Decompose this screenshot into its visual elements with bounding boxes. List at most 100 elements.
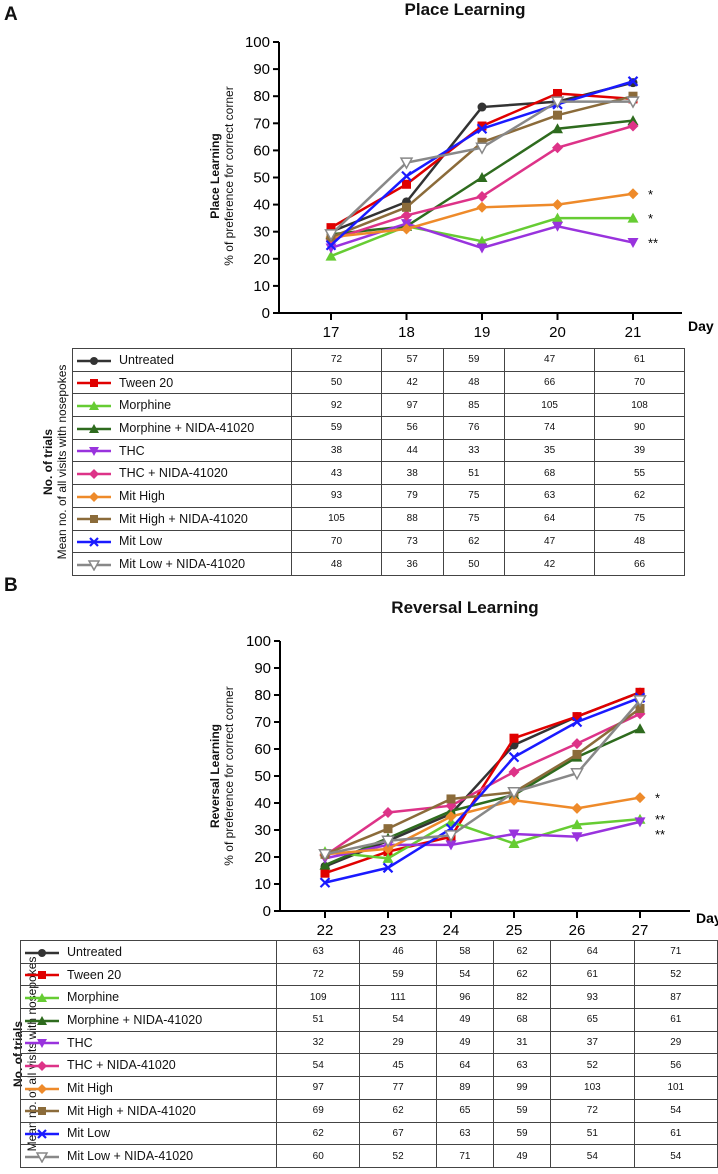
legend-marker (37, 992, 47, 1002)
legend-swatch-icon (25, 971, 59, 980)
table-cell: 51 (442, 461, 506, 486)
data-point (627, 76, 639, 87)
legend-label: Mit Low + NIDA-41020 (119, 557, 246, 572)
y-tick-label: 90 (254, 660, 271, 677)
table-row: THC + NIDA-41020 54 45 64 63 52 56 (20, 1053, 718, 1078)
table-row: Morphine 109 111 96 82 93 87 (20, 985, 718, 1010)
legend-marker (37, 1083, 47, 1094)
table-cell: 72 (550, 1098, 635, 1123)
legend-entry: THC (20, 1030, 277, 1055)
table-cell: 76 (442, 416, 506, 440)
table-cell: 59 (492, 1121, 552, 1146)
data-point (571, 738, 583, 750)
y-tick-label: 60 (254, 741, 271, 758)
table-cell: 67 (359, 1121, 437, 1146)
data-point (508, 766, 520, 778)
y-axis-label-sub-b: % of preference for correct corner (222, 686, 236, 866)
y-tick-label: 0 (262, 305, 270, 322)
table-cell: 48 (442, 370, 506, 395)
table-cell: 43 (291, 461, 382, 486)
table-cell: 79 (380, 484, 444, 508)
data-point (477, 102, 487, 112)
legend-label: Morphine + NIDA-41020 (119, 420, 255, 435)
y-tick-label: 80 (253, 88, 270, 105)
data-point (382, 862, 394, 874)
data-point (444, 830, 458, 843)
legend-label: THC + NIDA-41020 (67, 1058, 176, 1073)
table-cell: 72 (275, 962, 361, 987)
legend-marker (89, 400, 99, 410)
series-line (324, 796, 641, 856)
table-cell: 105 (504, 393, 596, 418)
legend-label: Mit High (67, 1080, 113, 1095)
table-cell: 35 (504, 438, 596, 463)
table-row: Mit Low 70 73 62 47 48 (72, 529, 685, 554)
data-point (382, 806, 394, 818)
legend-entry: Mit High (20, 1076, 277, 1100)
table-cell: 97 (380, 393, 444, 418)
y-tick-label: 50 (253, 170, 270, 187)
y-axis-label-b: Reversal Learning % of preference for co… (208, 666, 236, 886)
table-row: Tween 20 50 42 48 66 70 (72, 370, 685, 395)
legend-swatch-icon (77, 468, 111, 479)
table-cell: 39 (594, 438, 685, 463)
data-point (634, 817, 646, 828)
chart-title-b: Reversal Learning (391, 598, 539, 617)
table-cell: 70 (291, 529, 382, 554)
table-cell: 33 (442, 438, 506, 463)
legend-swatch-icon (25, 1151, 59, 1164)
series-line (330, 94, 634, 239)
x-tick-label: 19 (474, 324, 491, 341)
y-tick-label: 30 (254, 822, 271, 839)
data-point (627, 115, 639, 126)
table-cell: 96 (435, 985, 494, 1010)
table-cell: 66 (594, 552, 685, 576)
table-row: THC 32 29 49 31 37 29 (20, 1030, 718, 1055)
legend-label: Mit High + NIDA-41020 (67, 1103, 196, 1118)
data-point (627, 120, 639, 132)
legend-entry: Mit Low (72, 529, 292, 554)
y-tick-label: 40 (254, 795, 271, 812)
table-cell: 38 (380, 461, 444, 486)
table-row: Tween 20 72 59 54 62 61 52 (20, 962, 718, 987)
legend-entry: Morphine (20, 985, 277, 1010)
x-tick-label: 17 (323, 324, 340, 341)
table-row: THC + NIDA-41020 43 38 51 68 55 (72, 461, 685, 486)
legend-label: THC + NIDA-41020 (119, 466, 228, 481)
data-point (319, 877, 331, 888)
data-point (383, 824, 393, 834)
x-tick-label: 23 (380, 922, 397, 939)
table-cell: 97 (275, 1076, 361, 1100)
legend-swatch-icon (25, 992, 59, 1002)
table-cell: 57 (380, 348, 444, 372)
data-point (508, 794, 520, 806)
table-cell: 38 (291, 438, 382, 463)
data-point (627, 238, 639, 249)
table-cell: 49 (435, 1008, 494, 1032)
x-tick-label: 26 (569, 922, 586, 939)
legend-marker (90, 356, 98, 365)
y-tick-label: 10 (253, 278, 270, 295)
legend-entry: Mit Low + NIDA-41020 (20, 1144, 277, 1168)
data-point (572, 749, 582, 759)
data-point (382, 852, 394, 863)
table-cell: 54 (275, 1053, 361, 1078)
legend-swatch-icon (77, 491, 111, 502)
table-cell: 64 (550, 940, 635, 964)
data-point (508, 751, 520, 763)
table-row: Mit High + NIDA-41020 105 88 75 64 75 (72, 506, 685, 531)
data-point (476, 235, 488, 246)
series-line (324, 699, 641, 856)
y-tick-label: 0 (263, 903, 271, 920)
table-cell: 89 (435, 1076, 494, 1100)
table-cell: 87 (633, 985, 718, 1010)
table-cell: 66 (504, 370, 596, 395)
table-cell: 93 (550, 985, 635, 1010)
legend-label: Untreated (67, 944, 122, 959)
series-mit-low (319, 692, 646, 888)
data-point (476, 190, 488, 202)
trials-table-b: Untreated 63 46 58 62 64 71 Tween 20 72 59 54 62 61 5… (20, 940, 718, 1168)
table-cell: 42 (380, 370, 444, 395)
